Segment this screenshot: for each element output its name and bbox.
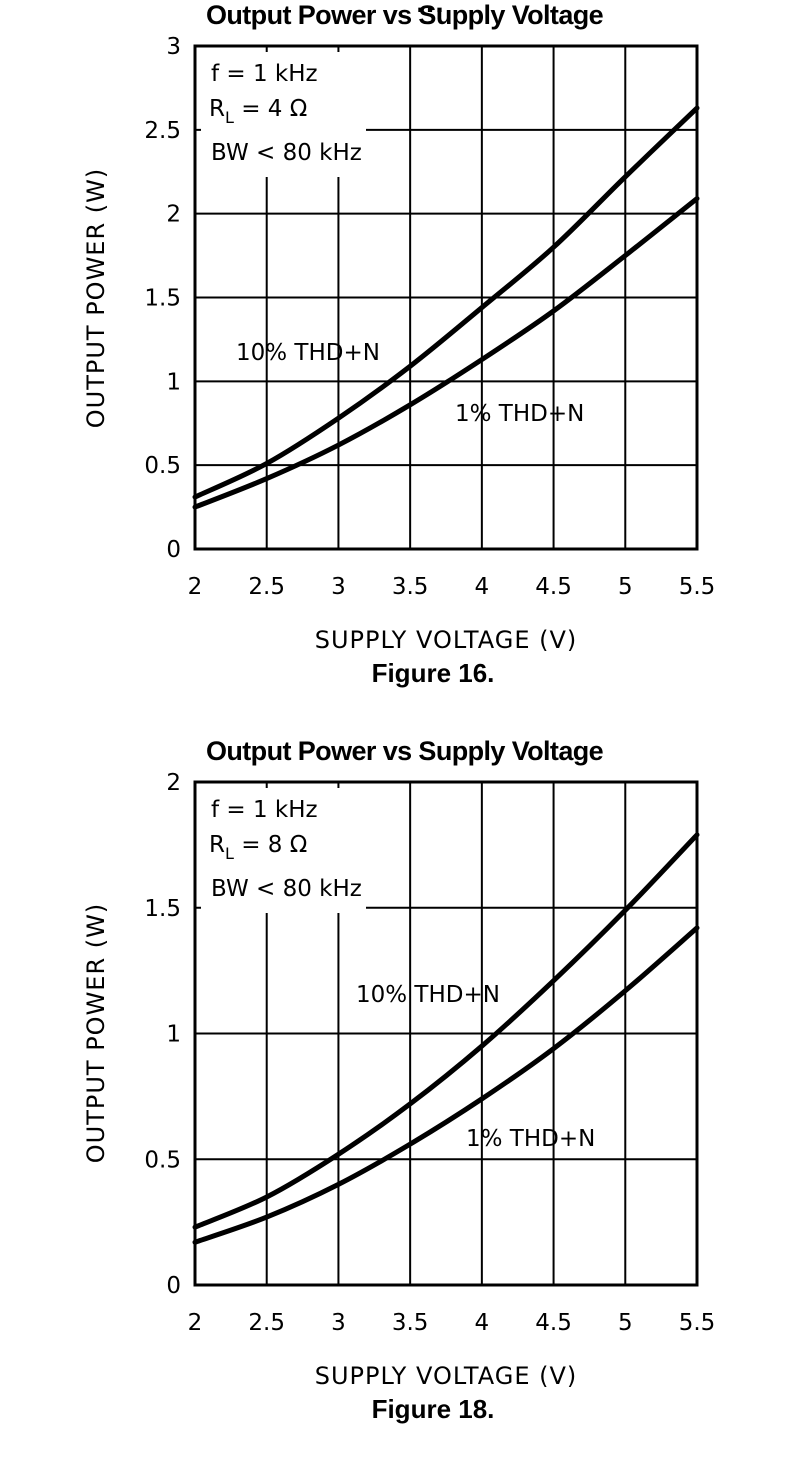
chart-figure-18: Output Power vs Supply Voltage 2 2.5 3 3.5 4… (0, 732, 800, 1464)
conditions-background (201, 52, 366, 177)
condition-frequency: f = 1 kHz (211, 61, 318, 87)
series-line-10pct-thd (192, 105, 700, 500)
y-tick-label: 0.5 (144, 1147, 181, 1173)
x-tick-label: 5 (618, 574, 633, 600)
condition-load: RL = 4 Ω (209, 96, 307, 127)
x-tick-label: 2 (188, 1310, 203, 1336)
axis-y-label: OUTPUT POWER (W) (82, 168, 110, 428)
axis-x-label: SUPPLY VOLTAGE (V) (315, 626, 578, 654)
condition-load-symbol: R (209, 96, 225, 122)
curve-label-10pct: 10% THD+N (356, 982, 500, 1008)
condition-load-subscript: L (225, 108, 234, 127)
y-tick-label: 1 (166, 369, 181, 395)
x-tick-label: 2 (188, 574, 203, 600)
series-line-10pct-thd (192, 832, 700, 1230)
y-tick-label: 1.5 (144, 896, 181, 922)
plot-frame (193, 44, 699, 551)
y-tick-label: 2 (166, 202, 181, 228)
figure-caption: Figure 18. (371, 1394, 495, 1424)
conditions-background (201, 788, 366, 913)
condition-load: RL = 8 Ω (209, 832, 307, 863)
clipped-page-header: … (415, 0, 445, 19)
condition-load-value: = 8 Ω (234, 832, 307, 858)
y-tick-label: 1 (166, 1022, 181, 1048)
x-tick-label: 5.5 (679, 574, 716, 600)
y-tick-label: 2 (166, 770, 181, 796)
condition-bandwidth: BW < 80 kHz (211, 876, 362, 902)
y-tick-label: 3 (166, 34, 181, 60)
series-line-1pct-thd (192, 196, 700, 510)
condition-bandwidth: BW < 80 kHz (211, 140, 362, 166)
curve-label-1pct: 1% THD+N (466, 1126, 595, 1152)
condition-frequency: f = 1 kHz (211, 797, 318, 823)
y-tick-label: 1.5 (144, 286, 181, 312)
x-tick-label: 4 (475, 1310, 490, 1336)
curve-label-10pct: 10% THD+N (236, 340, 380, 366)
axis-x-label: SUPPLY VOLTAGE (V) (315, 1362, 578, 1390)
x-tick-label: 4.5 (535, 1310, 572, 1336)
plot-frame (193, 780, 699, 1287)
y-tick-label: 0.5 (144, 453, 181, 479)
chart-title: Output Power vs Supply Voltage (206, 736, 604, 766)
x-tick-label: 5 (618, 1310, 633, 1336)
y-tick-label: 0 (166, 537, 181, 563)
series-line-1pct-thd (192, 925, 700, 1245)
condition-load-value: = 4 Ω (234, 96, 307, 122)
x-tick-label: 5.5 (679, 1310, 716, 1336)
condition-load-symbol: R (209, 832, 225, 858)
x-tick-label: 3 (331, 1310, 346, 1336)
x-tick-label: 2.5 (248, 1310, 285, 1336)
x-tick-label: 2.5 (248, 574, 285, 600)
curve-label-1pct: 1% THD+N (455, 401, 584, 427)
x-tick-label: 3.5 (392, 574, 429, 600)
chart-title: Output Power vs Supply Voltage (206, 0, 604, 30)
x-tick-label: 4 (475, 574, 490, 600)
x-tick-label: 4.5 (535, 574, 572, 600)
y-tick-label: 0 (166, 1273, 181, 1299)
chart-figure-16: Output Power vs Supply Voltage 2 2.5 3 3.5 4… (0, 0, 800, 720)
plot-figure-16: 2 2.5 3 3.5 4 4.5 5 5.5 0 0.5 1 1.5 2 2.5 3 SUPPLY VOL… (82, 34, 716, 654)
plot-figure-18: 2 2.5 3 3.5 4 4.5 5 5.5 0 0.5 1 1.5 2 SUPPLY VOLTAGE… (82, 770, 716, 1390)
condition-load-subscript: L (225, 844, 234, 863)
x-tick-label: 3.5 (392, 1310, 429, 1336)
y-tick-label: 2.5 (144, 118, 181, 144)
axis-y-label: OUTPUT POWER (W) (82, 903, 110, 1163)
x-tick-label: 3 (331, 574, 346, 600)
figure-caption: Figure 16. (371, 658, 495, 688)
